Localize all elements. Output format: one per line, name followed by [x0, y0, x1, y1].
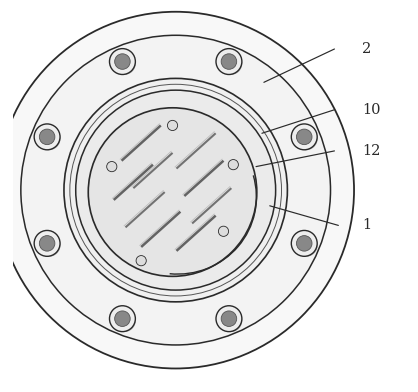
Polygon shape [142, 121, 224, 189]
Circle shape [296, 236, 312, 251]
Circle shape [115, 54, 130, 69]
Circle shape [0, 12, 354, 368]
Circle shape [221, 54, 237, 69]
Text: 2: 2 [362, 42, 371, 56]
Circle shape [228, 160, 238, 170]
Circle shape [295, 234, 318, 257]
Circle shape [110, 306, 135, 332]
Circle shape [219, 309, 242, 332]
Circle shape [34, 230, 60, 256]
Circle shape [113, 52, 136, 75]
Circle shape [216, 306, 242, 332]
Circle shape [168, 120, 178, 131]
Circle shape [34, 124, 60, 150]
Circle shape [221, 311, 237, 327]
Ellipse shape [163, 142, 171, 148]
Circle shape [38, 234, 61, 257]
Circle shape [216, 49, 242, 74]
Circle shape [115, 311, 130, 327]
Circle shape [219, 226, 229, 236]
Circle shape [39, 129, 55, 145]
Circle shape [88, 108, 257, 276]
Circle shape [291, 230, 317, 256]
Circle shape [39, 236, 55, 251]
Circle shape [291, 124, 317, 150]
Circle shape [113, 309, 136, 332]
Circle shape [136, 256, 146, 266]
Circle shape [110, 49, 135, 74]
Circle shape [76, 90, 275, 290]
Circle shape [21, 35, 331, 345]
Circle shape [107, 162, 117, 172]
Circle shape [296, 129, 312, 145]
Text: 1: 1 [362, 218, 371, 232]
Circle shape [38, 127, 61, 150]
Circle shape [64, 78, 288, 302]
Text: 10: 10 [362, 103, 380, 117]
Ellipse shape [194, 151, 202, 157]
Circle shape [295, 127, 318, 150]
Text: 12: 12 [362, 144, 380, 158]
Circle shape [219, 52, 242, 75]
